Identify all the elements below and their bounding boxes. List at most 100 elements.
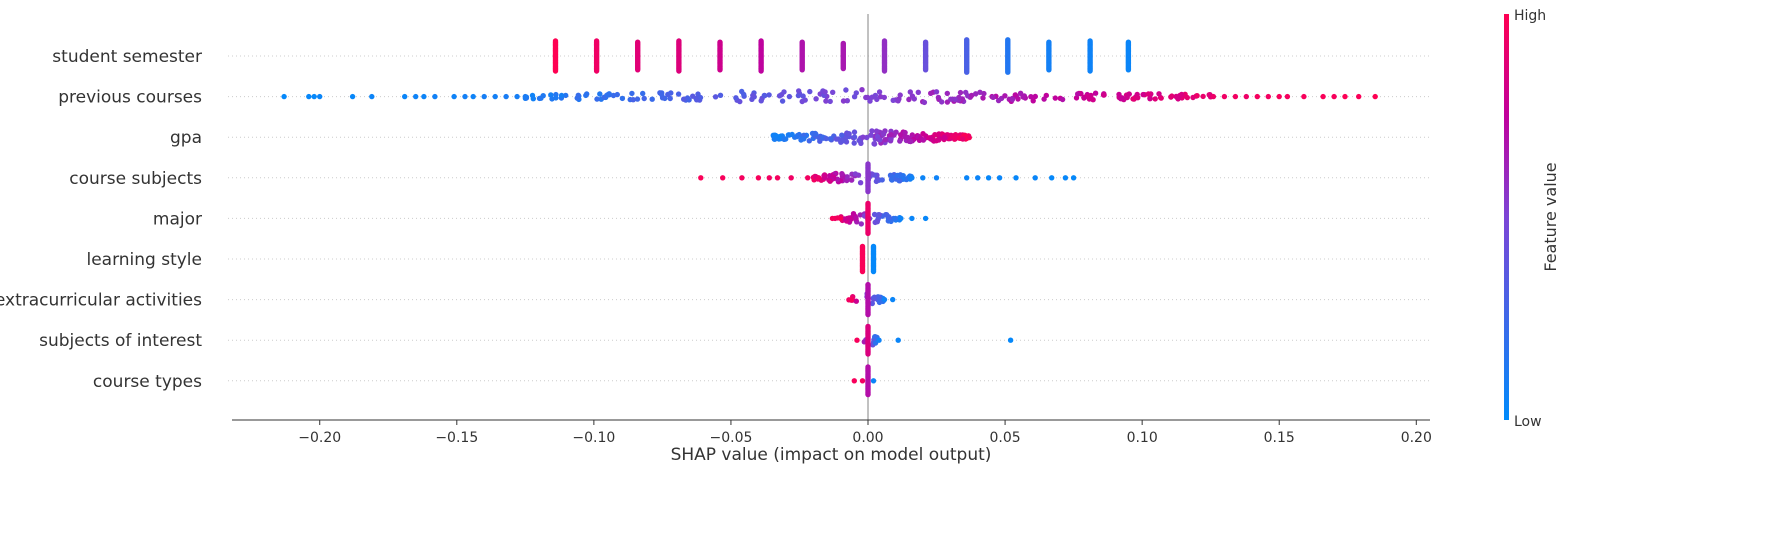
shap-point <box>952 96 958 103</box>
shap-point <box>840 98 847 104</box>
shap-point <box>594 96 600 102</box>
shap-point <box>604 92 611 98</box>
shap-point <box>1221 93 1228 100</box>
feature-label: subjects of interest <box>39 331 202 351</box>
shap-point <box>1028 94 1034 100</box>
shap-point <box>1147 96 1153 102</box>
x-tick-label: −0.10 <box>572 430 615 446</box>
shap-point <box>833 136 840 142</box>
shap-point <box>1032 175 1038 181</box>
shap-point <box>948 96 954 102</box>
shap-point <box>844 174 850 180</box>
shap-point <box>1070 175 1077 181</box>
shap-point <box>904 134 911 140</box>
shap-point <box>432 93 438 100</box>
shap-point <box>421 93 427 100</box>
shap-point <box>1184 94 1191 101</box>
shap-point <box>794 133 800 140</box>
shap-point <box>630 97 636 103</box>
shap-point <box>1125 67 1132 73</box>
shap-point <box>717 92 724 99</box>
colorbar-low-label: Low <box>1514 414 1542 430</box>
shap-point <box>741 91 747 98</box>
shap-point <box>813 96 819 102</box>
shap-point <box>1030 98 1036 104</box>
shap-point <box>889 177 895 183</box>
shap-point <box>888 136 894 142</box>
shap-point <box>839 132 845 138</box>
x-tick-label: 0.15 <box>1264 430 1295 446</box>
shap-point <box>858 221 864 227</box>
shap-point <box>584 91 590 97</box>
shap-point <box>1152 96 1158 102</box>
shap-point <box>1320 93 1326 100</box>
shap-point <box>788 175 794 181</box>
shap-point <box>840 65 846 72</box>
shap-point <box>1158 95 1164 101</box>
shap-point <box>1007 337 1014 343</box>
shap-point <box>915 89 921 96</box>
shap-point <box>939 99 945 105</box>
shap-point <box>1301 93 1307 100</box>
shap-point <box>1005 69 1011 75</box>
shap-point <box>863 94 869 101</box>
shap-point <box>698 175 704 181</box>
shap-point <box>1092 90 1099 96</box>
shap-point <box>869 128 875 134</box>
shap-point <box>641 95 647 102</box>
shap-point <box>927 136 934 142</box>
shap-point <box>853 298 859 304</box>
shap-point <box>675 91 682 97</box>
shap-point <box>886 214 892 221</box>
shap-point <box>881 94 887 101</box>
shap-point <box>990 94 996 101</box>
shap-point <box>922 67 929 73</box>
shap-point <box>879 177 885 183</box>
shap-point <box>640 90 646 97</box>
shap-point <box>921 99 928 106</box>
shap-point <box>827 98 833 105</box>
shap-point <box>658 91 665 98</box>
shap-point <box>865 230 871 237</box>
shap-point <box>944 90 950 97</box>
shap-point <box>846 215 852 221</box>
shap-point <box>758 68 764 74</box>
shap-point <box>697 94 704 101</box>
x-tick-label: 0.10 <box>1127 430 1158 446</box>
x-tick-label: 0.05 <box>989 430 1020 446</box>
shap-point <box>681 96 687 102</box>
shap-point <box>807 88 813 95</box>
shap-point <box>859 268 866 275</box>
shap-point <box>311 93 317 100</box>
shap-point <box>1194 93 1200 99</box>
shap-point <box>805 175 811 181</box>
shap-point <box>852 171 859 177</box>
shap-point <box>859 378 866 384</box>
shap-point <box>610 92 617 99</box>
shap-point <box>1020 94 1026 100</box>
shap-point <box>876 89 883 95</box>
shap-point <box>1124 94 1130 101</box>
shap-point <box>876 337 882 343</box>
colorbar-high-label: High <box>1514 8 1546 24</box>
shap-point <box>975 175 981 181</box>
shap-point <box>1049 175 1055 181</box>
shap-point <box>860 134 866 140</box>
shap-point <box>806 138 812 144</box>
shap-point <box>907 138 914 145</box>
shap-point <box>402 93 408 100</box>
shap-point <box>907 89 913 95</box>
shap-point <box>857 212 863 218</box>
shap-point <box>865 391 871 398</box>
shap-point <box>871 141 878 147</box>
shap-point <box>920 137 927 143</box>
shap-points <box>281 37 1378 398</box>
shap-point <box>668 90 674 96</box>
shap-point <box>851 129 858 135</box>
shap-point <box>530 96 536 102</box>
shap-point <box>1062 175 1069 181</box>
shap-point <box>928 90 934 97</box>
colorbar: High Low Feature value <box>1504 8 1560 430</box>
shap-point <box>873 128 880 134</box>
